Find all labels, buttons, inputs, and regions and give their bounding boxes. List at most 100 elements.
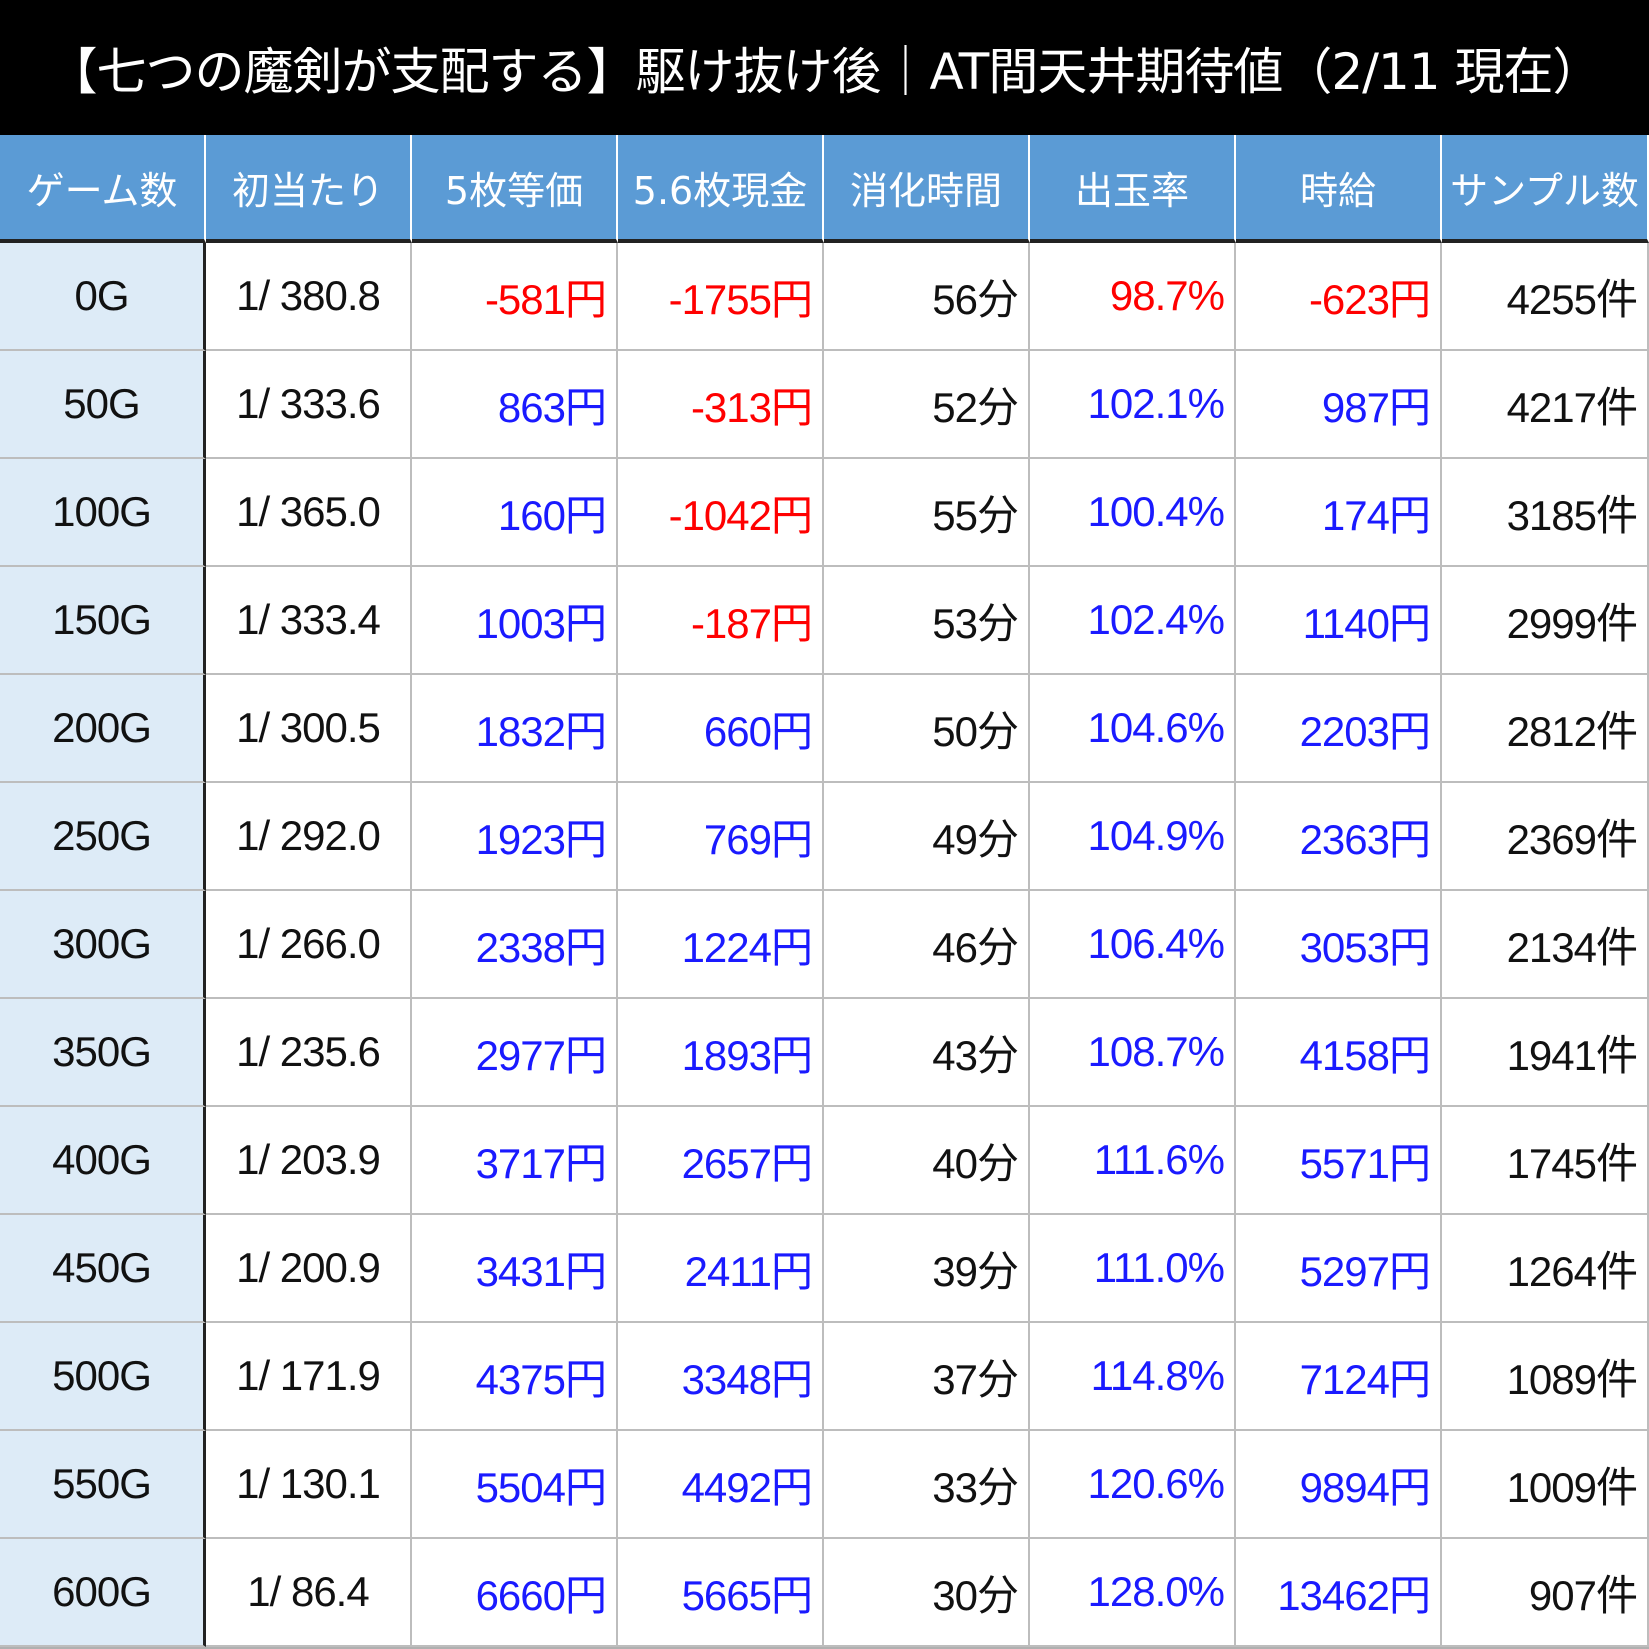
cell-sample-count: 4217件 [1442,351,1649,459]
cell-game-count: 450G [0,1215,206,1323]
cell-first-hit: 1/ 235.6 [206,999,412,1107]
cell-5-6-cash: -1755円 [618,243,824,351]
cell-sample-count: 1089件 [1442,1323,1649,1431]
cell-first-hit: 1/ 130.1 [206,1431,412,1539]
cell-5-6-cash: 1224円 [618,891,824,999]
cell-first-hit: 1/ 300.5 [206,675,412,783]
cell-hourly: 2363円 [1236,783,1442,891]
cell-hourly: 4158円 [1236,999,1442,1107]
cell-payout-rate: 102.1% [1030,351,1236,459]
cell-play-time: 55分 [824,459,1030,567]
cell-game-count: 150G [0,567,206,675]
cell-5-equiv: 5504円 [412,1431,618,1539]
cell-5-6-cash: -187円 [618,567,824,675]
header-first-hit: 初当たり [206,135,412,243]
cell-5-6-cash: 5665円 [618,1539,824,1647]
cell-sample-count: 2999件 [1442,567,1649,675]
expected-value-table: ゲーム数 初当たり 5枚等価 5.6枚現金 消化時間 出玉率 時給 サンプル数 0G 1/ 380… [0,135,1649,1649]
cell-first-hit: 1/ 266.0 [206,891,412,999]
cell-sample-count: 1009件 [1442,1431,1649,1539]
cell-game-count: 500G [0,1323,206,1431]
cell-payout-rate: 106.4% [1030,891,1236,999]
cell-sample-count: 2134件 [1442,891,1649,999]
cell-payout-rate: 98.7% [1030,243,1236,351]
cell-5-6-cash: 660円 [618,675,824,783]
cell-first-hit: 1/ 333.6 [206,351,412,459]
cell-hourly: 1140円 [1236,567,1442,675]
cell-sample-count: 2369件 [1442,783,1649,891]
cell-5-6-cash: 4492円 [618,1431,824,1539]
cell-game-count: 350G [0,999,206,1107]
cell-payout-rate: 114.8% [1030,1323,1236,1431]
cell-first-hit: 1/ 365.0 [206,459,412,567]
cell-play-time: 43分 [824,999,1030,1107]
cell-game-count: 0G [0,243,206,351]
header-hourly: 時給 [1236,135,1442,243]
cell-first-hit: 1/ 380.8 [206,243,412,351]
cell-payout-rate: 100.4% [1030,459,1236,567]
cell-game-count: 550G [0,1431,206,1539]
cell-5-equiv: -581円 [412,243,618,351]
cell-play-time: 50分 [824,675,1030,783]
cell-5-6-cash: -313円 [618,351,824,459]
cell-5-equiv: 1832円 [412,675,618,783]
cell-hourly: 5571円 [1236,1107,1442,1215]
cell-hourly: 2203円 [1236,675,1442,783]
cell-game-count: 300G [0,891,206,999]
cell-play-time: 39分 [824,1215,1030,1323]
cell-game-count: 400G [0,1107,206,1215]
cell-sample-count: 4255件 [1442,243,1649,351]
cell-sample-count: 907件 [1442,1539,1649,1647]
cell-game-count: 250G [0,783,206,891]
cell-payout-rate: 102.4% [1030,567,1236,675]
cell-play-time: 37分 [824,1323,1030,1431]
cell-game-count: 50G [0,351,206,459]
cell-sample-count: 1264件 [1442,1215,1649,1323]
cell-5-6-cash: 2657円 [618,1107,824,1215]
cell-sample-count: 3185件 [1442,459,1649,567]
cell-5-equiv: 160円 [412,459,618,567]
header-payout-rate: 出玉率 [1030,135,1236,243]
cell-play-time: 56分 [824,243,1030,351]
cell-sample-count: 1745件 [1442,1107,1649,1215]
cell-payout-rate: 111.0% [1030,1215,1236,1323]
cell-hourly: 7124円 [1236,1323,1442,1431]
cell-game-count: 200G [0,675,206,783]
cell-hourly: 9894円 [1236,1431,1442,1539]
header-game-count: ゲーム数 [0,135,206,243]
cell-5-equiv: 3717円 [412,1107,618,1215]
cell-5-equiv: 2338円 [412,891,618,999]
cell-5-6-cash: 769円 [618,783,824,891]
cell-first-hit: 1/ 203.9 [206,1107,412,1215]
cell-first-hit: 1/ 292.0 [206,783,412,891]
cell-hourly: 3053円 [1236,891,1442,999]
cell-5-6-cash: 2411円 [618,1215,824,1323]
cell-5-6-cash: 3348円 [618,1323,824,1431]
cell-first-hit: 1/ 333.4 [206,567,412,675]
cell-5-equiv: 4375円 [412,1323,618,1431]
cell-play-time: 46分 [824,891,1030,999]
cell-play-time: 53分 [824,567,1030,675]
cell-hourly: 174円 [1236,459,1442,567]
cell-5-equiv: 863円 [412,351,618,459]
cell-5-equiv: 1923円 [412,783,618,891]
cell-play-time: 33分 [824,1431,1030,1539]
cell-hourly: 5297円 [1236,1215,1442,1323]
cell-5-6-cash: 1893円 [618,999,824,1107]
cell-play-time: 49分 [824,783,1030,891]
cell-hourly: -623円 [1236,243,1442,351]
header-sample-count: サンプル数 [1442,135,1649,243]
cell-play-time: 52分 [824,351,1030,459]
cell-5-equiv: 6660円 [412,1539,618,1647]
cell-payout-rate: 104.6% [1030,675,1236,783]
cell-hourly: 13462円 [1236,1539,1442,1647]
cell-game-count: 100G [0,459,206,567]
cell-hourly: 987円 [1236,351,1442,459]
cell-play-time: 30分 [824,1539,1030,1647]
cell-first-hit: 1/ 86.4 [206,1539,412,1647]
cell-sample-count: 1941件 [1442,999,1649,1107]
cell-5-equiv: 2977円 [412,999,618,1107]
cell-payout-rate: 108.7% [1030,999,1236,1107]
cell-payout-rate: 111.6% [1030,1107,1236,1215]
cell-5-6-cash: -1042円 [618,459,824,567]
